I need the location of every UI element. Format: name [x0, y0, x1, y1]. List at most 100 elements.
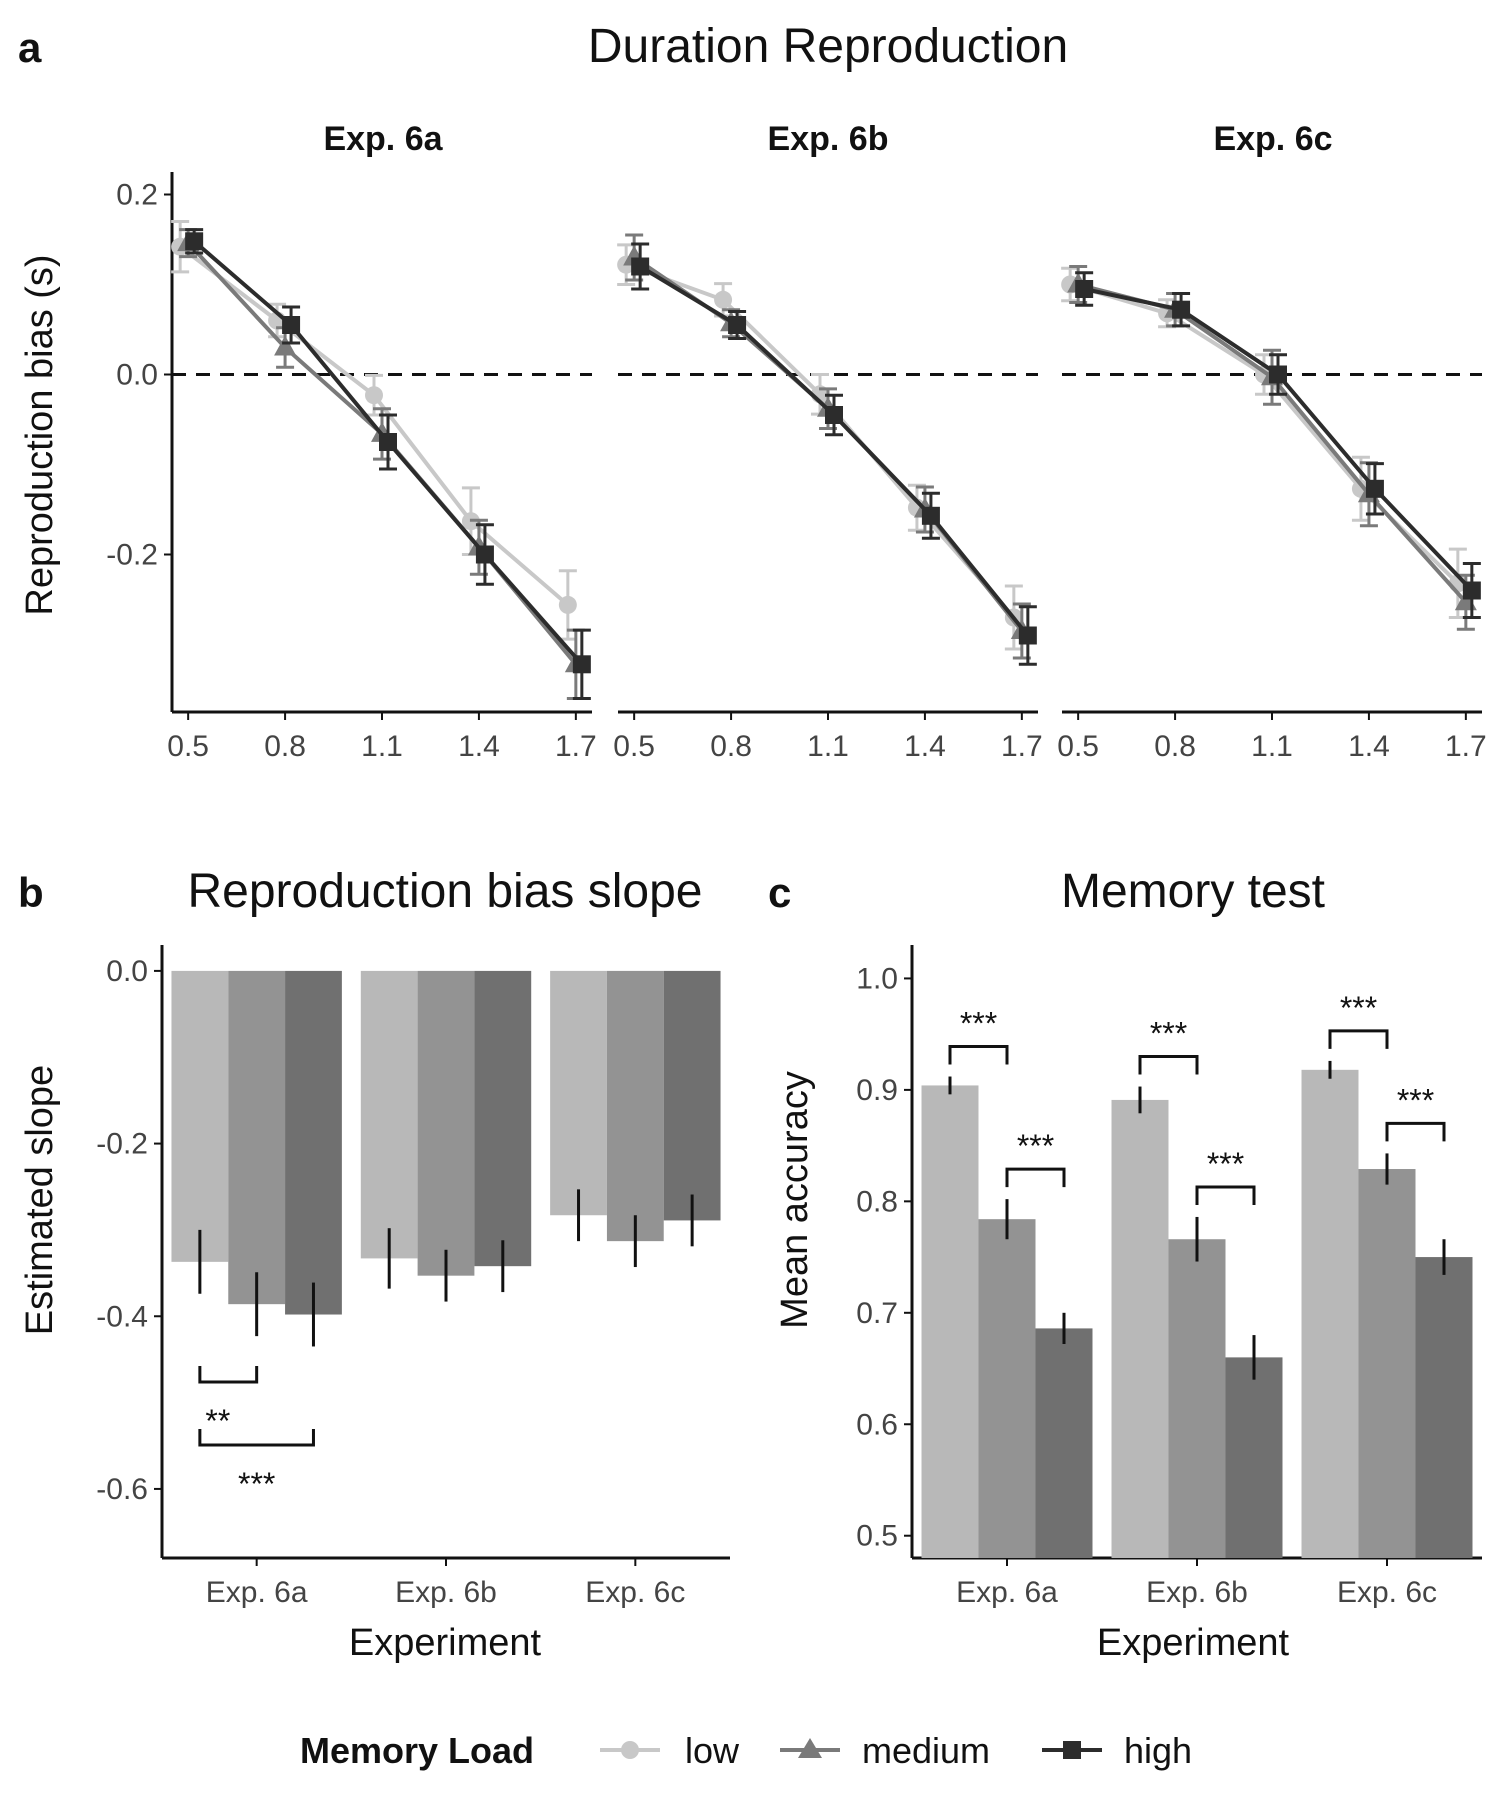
series-line-medium	[1077, 282, 1468, 604]
bar-high	[285, 970, 342, 1315]
significance-bracket	[1328, 1029, 1389, 1049]
bar-medium	[228, 970, 286, 1305]
bar-medium	[606, 970, 664, 1242]
bar-high	[663, 970, 721, 1221]
legend-high-marker	[1063, 1741, 1081, 1759]
point-high	[825, 406, 843, 424]
x-tick-label: Exp. 6b	[395, 1576, 497, 1609]
facet-2-x-tick-label: 1.4	[1348, 730, 1390, 763]
y-tick-label: -0.2	[96, 1128, 148, 1161]
bar-low	[921, 1085, 979, 1558]
point-high	[282, 316, 301, 334]
panel-c-xlabel: Experiment	[1097, 1622, 1290, 1664]
facet-0-x-tick-label: 1.7	[555, 730, 597, 763]
panel-a-ylabel: Reproduction bias (s)	[19, 254, 61, 615]
y-tick-label: 0.0	[116, 359, 158, 392]
x-tick-label: Exp. 6a	[206, 1576, 308, 1609]
panel-b-letter: b	[18, 869, 44, 916]
significance-bracket	[1005, 1167, 1066, 1188]
facet-1-x-tick-label: 1.7	[1001, 730, 1043, 763]
facet-title-exp6c: Exp. 6c	[1213, 120, 1332, 158]
bar-medium	[1168, 1239, 1226, 1558]
facet-title-exp6a: Exp. 6a	[323, 120, 443, 158]
panel-b-xlabel: Experiment	[349, 1622, 542, 1664]
legend-medium-marker	[798, 1738, 822, 1758]
facet-0-x-tick-label: 1.4	[458, 730, 500, 763]
bar-high	[1415, 1257, 1473, 1558]
point-high	[728, 316, 747, 334]
series-line-medium	[633, 255, 1024, 633]
significance-label: ***	[1397, 1082, 1434, 1118]
x-tick-label: Exp. 6b	[1146, 1576, 1248, 1609]
point-medium	[274, 335, 297, 356]
bar-low	[171, 970, 229, 1262]
facet-title-exp6b: Exp. 6b	[768, 120, 889, 158]
point-low	[365, 386, 383, 405]
series-line-high	[639, 264, 1030, 637]
point-high	[475, 545, 494, 564]
legend-medium-label: medium	[862, 1730, 990, 1771]
significance-bracket	[1385, 1121, 1446, 1142]
bar-high	[1225, 1357, 1283, 1558]
facet-2-x-tick-label: 0.8	[1154, 730, 1196, 763]
panel-b-ylabel: Estimated slope	[19, 1065, 61, 1335]
facet-0-x-tick-label: 0.5	[167, 730, 209, 763]
point-high	[1075, 280, 1094, 298]
significance-bracket	[948, 1045, 1009, 1065]
point-high	[185, 232, 204, 251]
facet-0-x-tick-label: 1.1	[361, 730, 403, 763]
significance-bracket	[1138, 1055, 1199, 1075]
significance-label: ***	[960, 1006, 997, 1042]
panel-c-title: Memory test	[1061, 865, 1325, 918]
bar-high	[1035, 1328, 1093, 1558]
significance-label: **	[205, 1403, 230, 1439]
point-low	[714, 290, 733, 309]
point-high	[1269, 365, 1287, 384]
y-tick-label: 0.7	[856, 1297, 898, 1330]
y-tick-label: 0.8	[856, 1185, 898, 1218]
bar-low	[360, 970, 418, 1259]
y-tick-label: 0.2	[116, 179, 158, 212]
significance-bracket	[198, 1366, 259, 1384]
significance-bracket	[198, 1429, 315, 1447]
point-high	[379, 433, 397, 451]
x-tick-label: Exp. 6c	[1337, 1576, 1437, 1609]
panel-c-plot: 1.0 0.9 0.8 0.7 0.6 0.5 Exp. 6a Exp. 6b Exp. 6c *…	[856, 945, 1482, 1609]
legend-low-label: low	[685, 1730, 740, 1771]
facet-2-x-tick-label: 1.7	[1445, 730, 1487, 763]
panel-b-plot: 0.0 -0.2 -0.4 -0.6 Exp. 6a Exp. 6b Exp. 6c ****…	[96, 945, 730, 1609]
series-line-low	[1069, 282, 1460, 585]
significance-label: ***	[238, 1466, 275, 1502]
point-low	[558, 595, 577, 614]
legend: Memory Load low medium high	[300, 1730, 1192, 1771]
bar-low	[550, 970, 607, 1216]
facet-1-x-tick-label: 1.1	[807, 730, 849, 763]
point-high	[1172, 300, 1191, 319]
point-high	[572, 655, 591, 674]
legend-high-label: high	[1124, 1730, 1192, 1771]
panel-b-title: Reproduction bias slope	[188, 865, 703, 918]
x-tick-label: Exp. 6c	[585, 1576, 685, 1609]
panel-c-letter: c	[768, 869, 791, 916]
y-tick-label: 0.9	[856, 1074, 898, 1107]
facet-2-x-tick-label: 0.5	[1057, 730, 1099, 763]
series-line-low	[625, 262, 1016, 619]
y-tick-label: -0.6	[96, 1473, 148, 1506]
y-tick-label: 0.0	[106, 955, 148, 988]
panel-a-title: Duration Reproduction	[588, 20, 1068, 73]
y-tick-label: 1.0	[856, 962, 898, 995]
facet-1-x-tick-label: 0.5	[613, 730, 655, 763]
significance-label: ***	[1207, 1146, 1244, 1182]
point-high	[1365, 479, 1384, 498]
bar-medium	[417, 970, 475, 1276]
x-tick-label: Exp. 6a	[956, 1576, 1058, 1609]
panel-a-letter: a	[18, 24, 42, 71]
facet-2-x-tick-label: 1.1	[1251, 730, 1293, 763]
legend-low-marker	[621, 1741, 639, 1759]
y-tick-label: 0.6	[856, 1408, 898, 1441]
significance-label: ***	[1017, 1128, 1054, 1164]
panel-c-ylabel: Mean accuracy	[774, 1071, 816, 1329]
bar-high	[474, 970, 532, 1267]
facet-0-x-tick-label: 0.8	[264, 730, 306, 763]
